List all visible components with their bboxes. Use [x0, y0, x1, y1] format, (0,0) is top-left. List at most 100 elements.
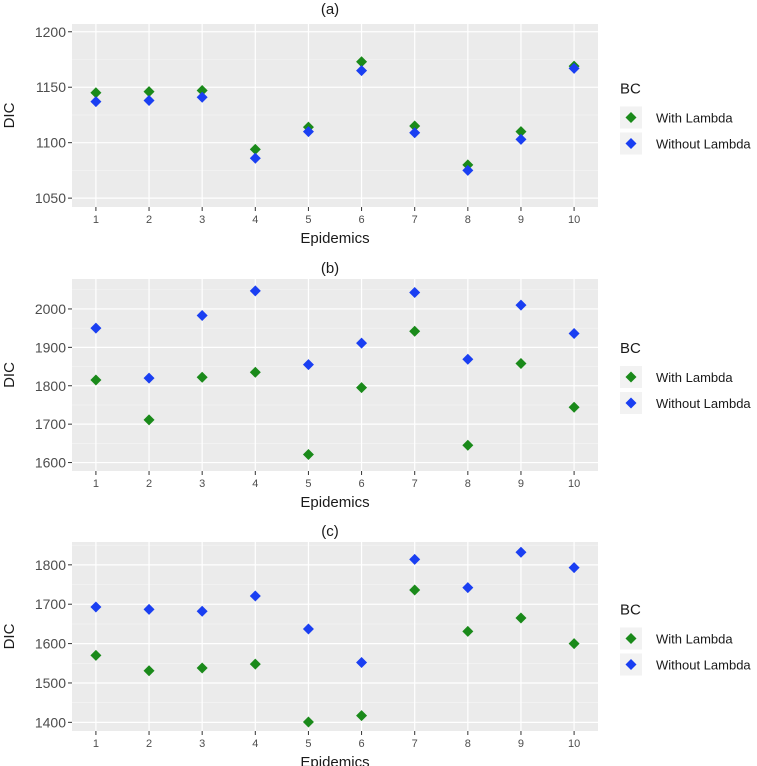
x-tick-label: 3: [199, 478, 205, 490]
legend-key: [625, 371, 637, 383]
data-point: [143, 414, 155, 426]
x-tick-label: 9: [518, 478, 524, 490]
x-tick-label: 1: [93, 478, 99, 490]
x-tick-label: 7: [412, 214, 418, 226]
data-point: [302, 359, 314, 371]
x-tick-label: 2: [146, 738, 152, 750]
data-point: [302, 126, 314, 138]
x-tick-label: 9: [518, 214, 524, 226]
legend: BC With Lambda Without Lambda: [620, 340, 751, 414]
data-point: [568, 62, 580, 74]
x-tick-label: 4: [252, 738, 258, 750]
data-point: [356, 710, 368, 722]
plot-background: [72, 24, 598, 207]
data-point: [90, 87, 102, 99]
legend-label: Without Lambda: [656, 396, 751, 411]
data-point: [409, 127, 421, 139]
data-point: [249, 366, 261, 378]
data-point: [409, 120, 421, 132]
data-point: [196, 85, 208, 97]
series-with-lambda: [90, 584, 580, 728]
x-tick-label: 6: [359, 478, 365, 490]
data-point: [515, 612, 527, 624]
data-point: [568, 328, 580, 340]
data-point: [356, 337, 368, 349]
series-without-lambda: [90, 62, 580, 176]
x-tick-label: 2: [146, 478, 152, 490]
legend-key: [625, 659, 637, 670]
x-tick-label: 3: [199, 214, 205, 226]
data-point: [462, 353, 474, 365]
data-point: [515, 546, 527, 558]
data-point: [515, 299, 527, 311]
series-without-lambda: [90, 285, 580, 384]
data-point: [462, 439, 474, 451]
x-tick-label: 5: [305, 738, 311, 750]
data-point: [249, 152, 261, 164]
legend-title: BC: [620, 602, 641, 619]
legend: BC With Lambda Without Lambda: [620, 602, 751, 676]
data-point: [249, 590, 261, 602]
panel-title: (c): [321, 523, 339, 540]
panel-title: (a): [321, 1, 339, 18]
data-point: [143, 665, 155, 677]
x-axis-title: Epidemics: [300, 230, 369, 247]
data-point: [409, 553, 421, 565]
panel-b: 1600 1700 1800 1900 2000 1 2 3 4 5 6 7 8 9 10 (b) Epidem…: [1, 260, 751, 511]
x-axis-title: Epidemics: [300, 754, 369, 766]
panel-title: (b): [321, 260, 339, 277]
legend-label: With Lambda: [656, 370, 733, 385]
data-point: [143, 95, 155, 107]
x-tick-label: 8: [465, 214, 471, 226]
data-point: [249, 285, 261, 297]
data-point: [90, 601, 102, 613]
data-point: [568, 638, 580, 650]
y-axis-title: DIC: [1, 623, 18, 649]
x-axis-title: Epidemics: [300, 494, 369, 511]
data-point: [143, 86, 155, 98]
data-point: [409, 325, 421, 337]
series-without-lambda: [90, 546, 580, 668]
data-point: [302, 448, 314, 460]
y-tick-label: 1700: [35, 416, 66, 432]
plot-background: [72, 279, 598, 471]
data-point: [90, 96, 102, 108]
x-tick-label: 10: [568, 478, 580, 490]
legend-label: Without Lambda: [656, 137, 751, 152]
data-point: [143, 603, 155, 615]
data-point: [409, 286, 421, 298]
data-point: [462, 582, 474, 594]
legend-label: Without Lambda: [656, 658, 751, 673]
panel-c: 1400 1500 1600 1700 1800 1 2 3 4 5 6 7 8 9 10 (c) Epidem…: [1, 523, 751, 766]
x-tick-label: 5: [305, 214, 311, 226]
x-tick-label: 8: [465, 478, 471, 490]
data-point: [143, 372, 155, 384]
x-tick-label: 9: [518, 738, 524, 750]
x-tick-label: 10: [568, 738, 580, 750]
panel-a: 1050 1100 1150 1200 1 2 3 4 5 6 7 8 9 10 (a) Epidemics D…: [1, 1, 751, 247]
y-tick-label: 1600: [35, 636, 66, 652]
legend-title: BC: [620, 81, 641, 98]
y-tick-label: 1800: [35, 378, 66, 394]
y-tick-label: 2000: [35, 301, 66, 317]
data-point: [196, 371, 208, 383]
x-tick-label: 3: [199, 738, 205, 750]
data-point: [568, 401, 580, 413]
data-point: [249, 143, 261, 155]
data-point: [196, 309, 208, 321]
legend: BC With Lambda Without Lambda: [620, 81, 751, 155]
x-tick-label: 4: [252, 214, 258, 226]
data-point: [356, 65, 368, 77]
data-point: [196, 662, 208, 674]
data-point: [462, 164, 474, 176]
y-tick-label: 1150: [36, 79, 66, 95]
y-tick-label: 1600: [35, 455, 66, 471]
legend-title: BC: [620, 340, 641, 357]
x-tick-label: 5: [305, 478, 311, 490]
y-tick-label: 1900: [35, 339, 66, 355]
x-tick-label: 7: [412, 478, 418, 490]
data-point: [90, 374, 102, 386]
legend-key: [625, 397, 637, 409]
data-point: [90, 322, 102, 334]
